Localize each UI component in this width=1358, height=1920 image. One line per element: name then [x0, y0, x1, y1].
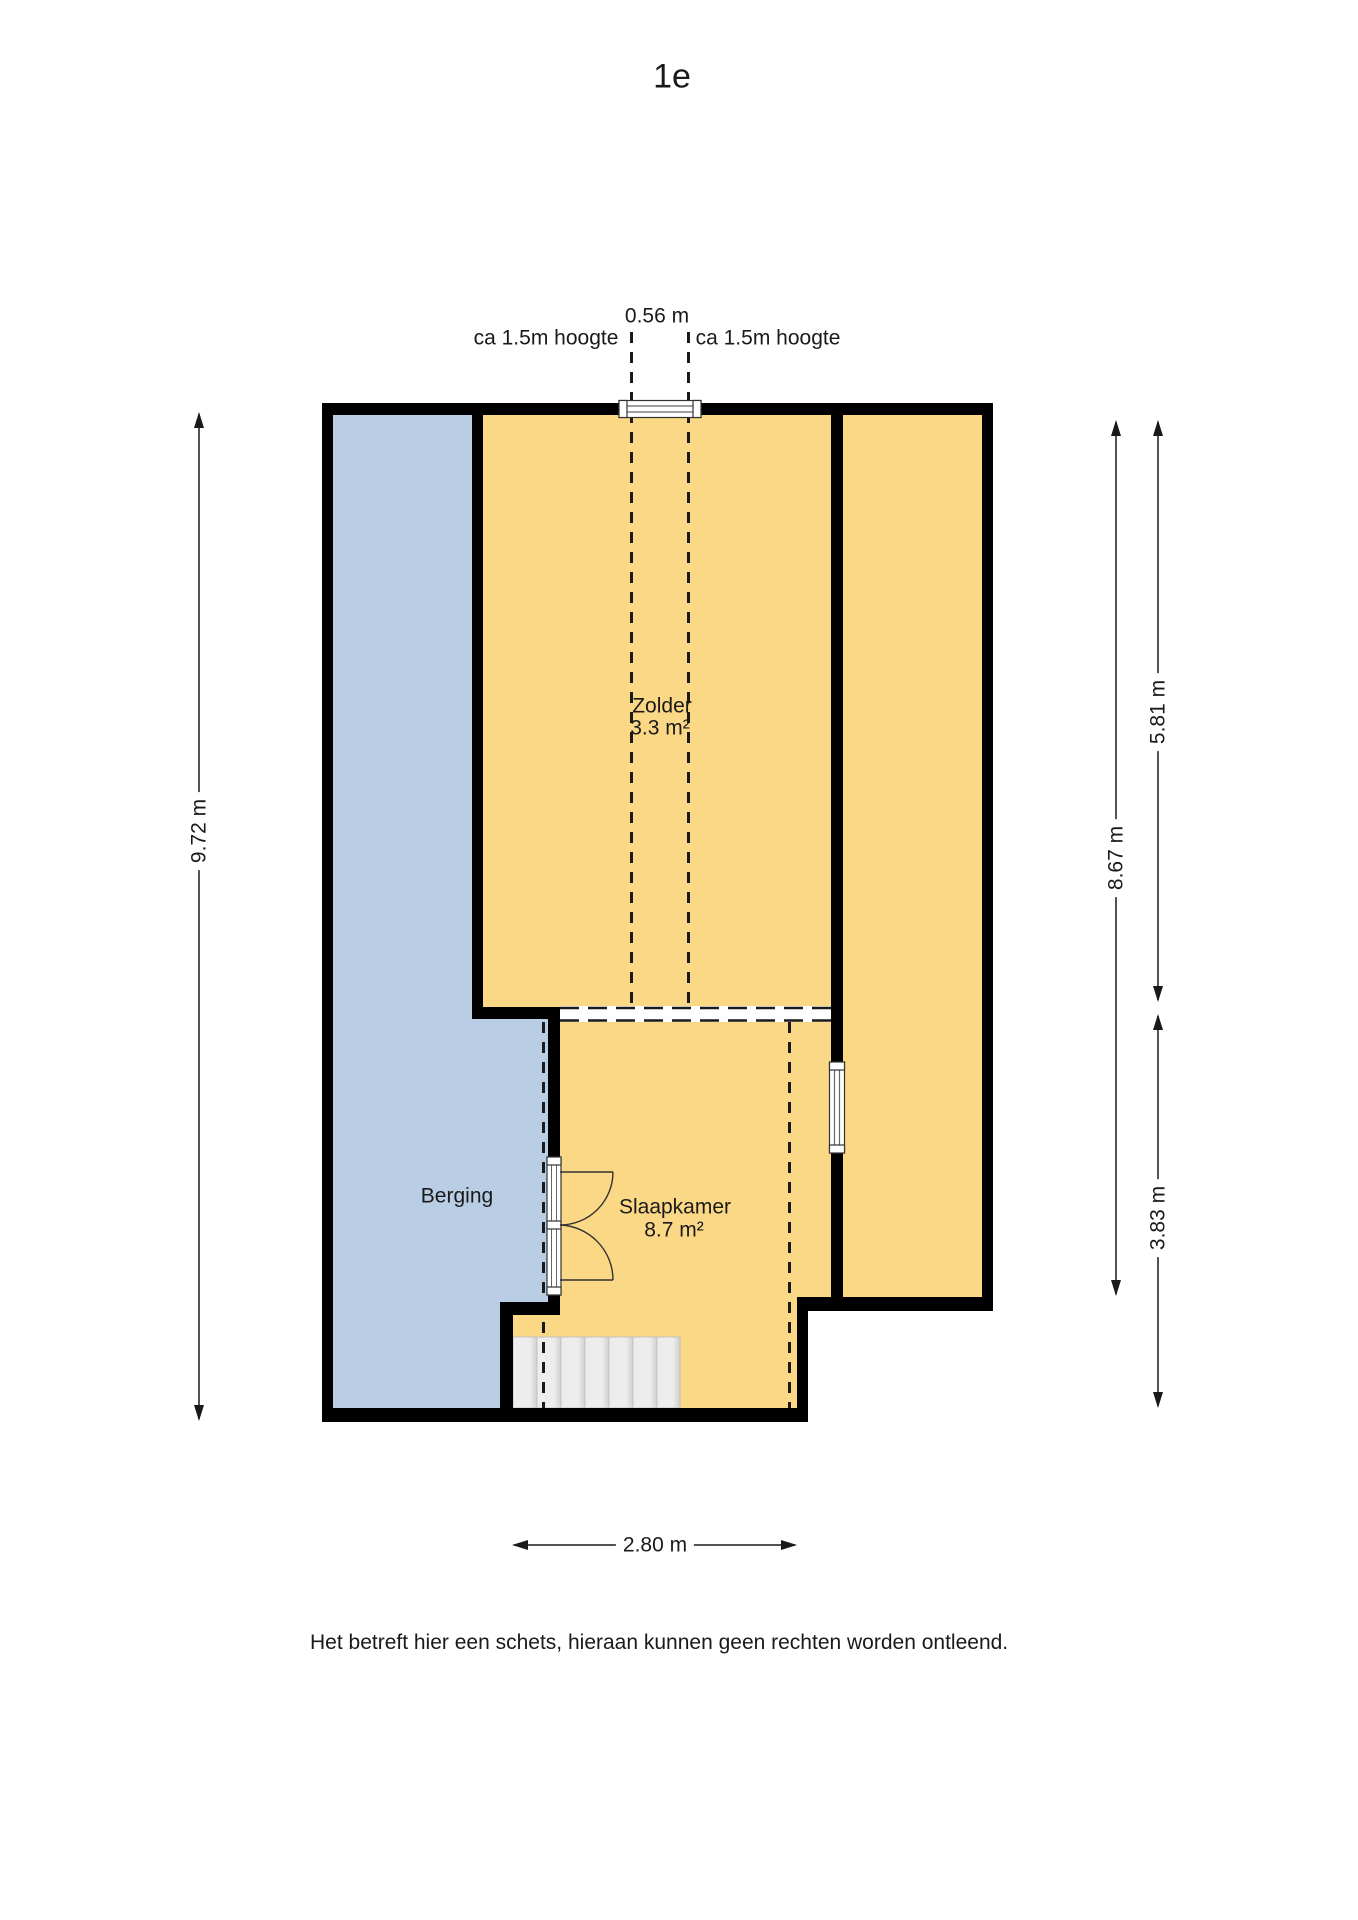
room-slaapkamer-fill [506, 1016, 838, 1415]
room-berging-fill [327, 409, 554, 1415]
height-note-left: ca 1.5m hoogte [473, 326, 619, 350]
room-area-zolder: 3.3 m² [630, 716, 690, 740]
stairs [512, 1336, 681, 1409]
page-title: 1e [653, 57, 691, 96]
double-door-icon [546, 1156, 614, 1296]
room-fills [327, 409, 988, 1415]
wall-jog-upper [472, 1007, 560, 1019]
wall-door-upper [548, 1019, 560, 1165]
wall-stair-left [500, 1302, 513, 1422]
height-contour-lines [542, 332, 791, 1408]
top-width-label: 0.56 m [624, 304, 690, 328]
dimension-right-top: 5.81 m [1146, 672, 1170, 752]
room-label-berging: Berging [420, 1184, 494, 1208]
window-inner-icon [828, 1061, 846, 1154]
stair-step [584, 1336, 610, 1409]
height-note-right: ca 1.5m hoogte [695, 326, 841, 350]
stair-step [656, 1336, 681, 1409]
dimension-right-inner: 8.67 m [1104, 818, 1128, 898]
window-top-icon [618, 399, 702, 419]
stair-step [512, 1336, 538, 1409]
room-zolder-fill [478, 409, 838, 1016]
wall-rightroom-bottom [797, 1297, 993, 1311]
wall-jog-lower [500, 1302, 560, 1315]
walls [322, 403, 993, 1422]
wall-right-outer [982, 403, 993, 1310]
room-area-slaapkamer: 8.7 m² [644, 1218, 704, 1242]
room-label-slaapkamer: Slaapkamer [618, 1195, 732, 1219]
stair-step [536, 1336, 562, 1409]
room-label-zolder: Zolder [632, 694, 692, 718]
open-divider-band [560, 1006, 831, 1022]
wall-inner [831, 403, 843, 1310]
room-right-strip-fill [838, 409, 988, 1303]
dimension-left: 9.72 m [187, 791, 211, 871]
stair-step [560, 1336, 586, 1409]
stair-step [632, 1336, 658, 1409]
stair-step [608, 1336, 634, 1409]
wall-bottom [322, 1408, 808, 1422]
wall-berging-zolder [472, 403, 483, 1019]
wall-left [322, 403, 333, 1422]
dimension-right-bottom: 3.83 m [1146, 1178, 1170, 1258]
open-divider [560, 1006, 831, 1022]
wall-stair-right [797, 1297, 808, 1422]
disclaimer-text: Het betreft hier een schets, hieraan kun… [310, 1631, 1009, 1654]
dimension-bottom: 2.80 m [615, 1533, 695, 1557]
